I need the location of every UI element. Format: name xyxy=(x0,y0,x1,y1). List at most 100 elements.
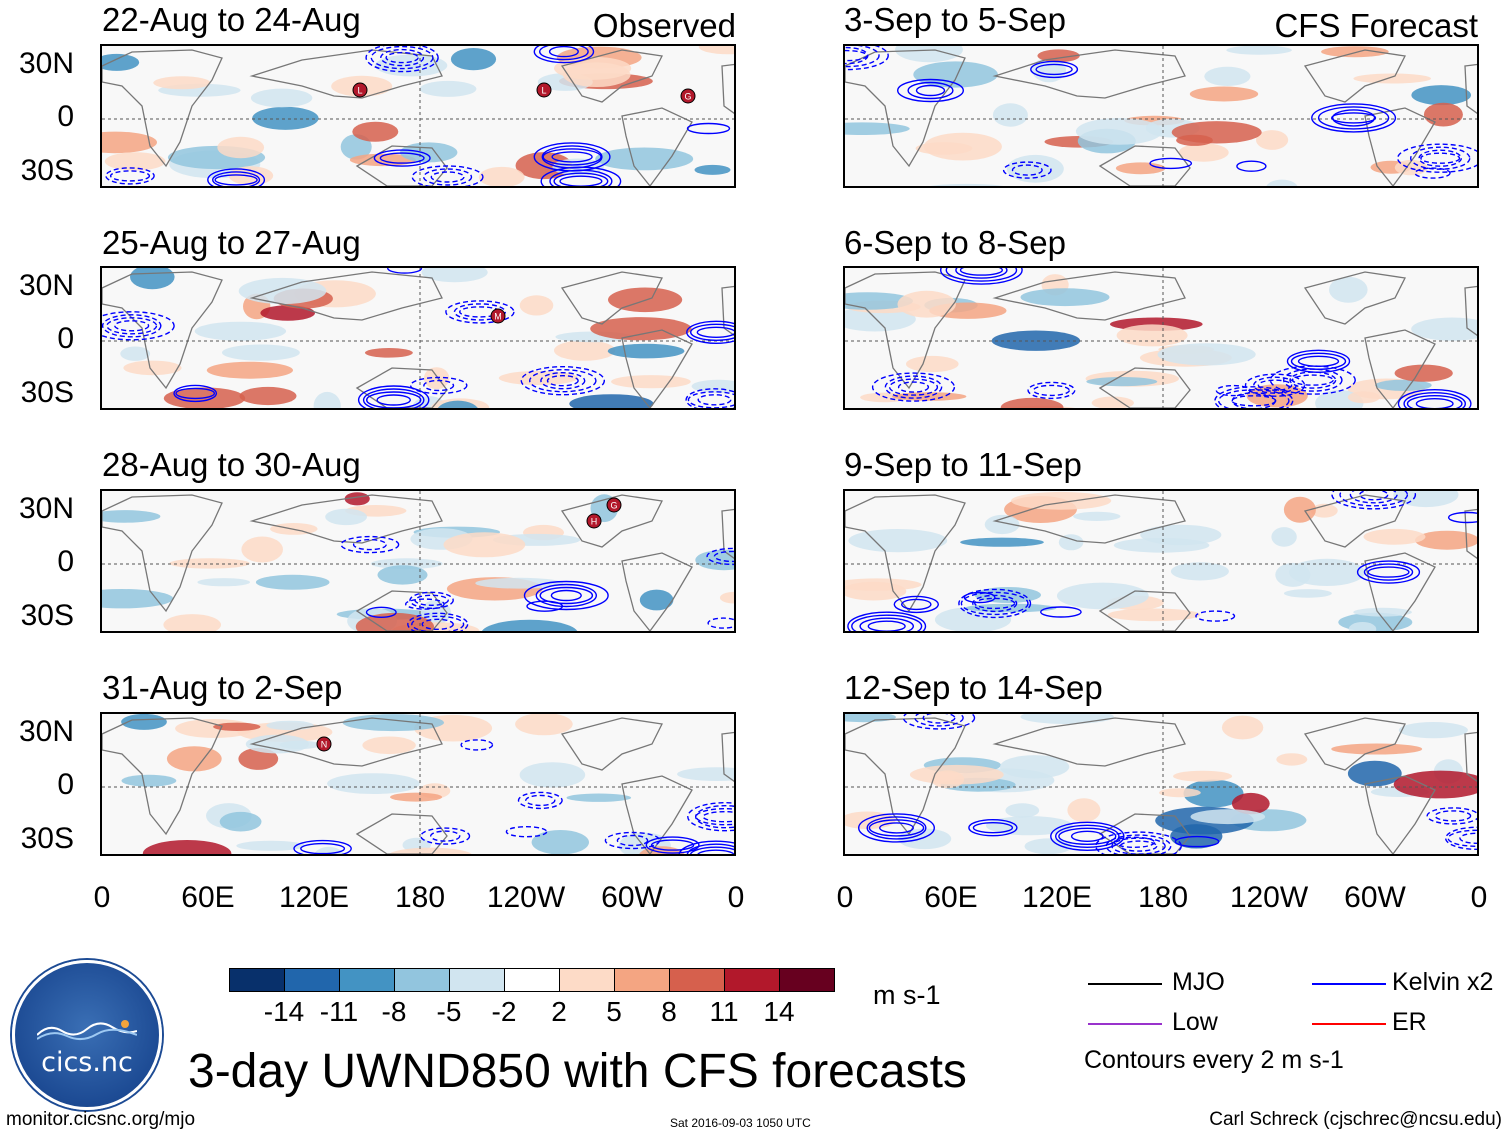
kelvin-contour xyxy=(845,46,889,71)
kelvin-contour xyxy=(914,714,964,727)
kelvin-contour xyxy=(1317,106,1390,130)
coastline xyxy=(1464,285,1477,336)
coastline xyxy=(992,494,1186,544)
kelvin-contour xyxy=(214,174,258,186)
easterly-anomaly-patch xyxy=(245,734,309,754)
kelvin-contour xyxy=(1231,392,1276,408)
coastline xyxy=(355,813,448,854)
easterly-anomaly-patch xyxy=(1058,534,1084,551)
map-canvas: M xyxy=(102,268,734,408)
westerly-anomaly-patch xyxy=(443,532,526,558)
footer-url[interactable]: monitor.cicsnc.org/mjo xyxy=(6,1109,196,1130)
kelvin-contour xyxy=(1174,835,1220,848)
coastline xyxy=(102,494,223,613)
kelvin-contour xyxy=(689,846,734,854)
map-canvas xyxy=(845,714,1477,854)
colorbar-tick-label: -5 xyxy=(436,996,462,1027)
observed-map-panel-4: N xyxy=(100,712,736,856)
legend-label-er: ER xyxy=(1392,1008,1427,1036)
kelvin-contour xyxy=(902,714,976,730)
kelvin-contour xyxy=(959,268,1003,276)
storm-marker-letter: N xyxy=(321,740,328,750)
westerly-anomaly-patch xyxy=(1276,753,1308,766)
colorbar-swatch xyxy=(779,968,835,992)
kelvin-contour xyxy=(414,594,449,607)
coastline xyxy=(1098,367,1191,408)
kelvin-contour xyxy=(1244,373,1306,397)
colorbar-units: m s-1 xyxy=(873,980,941,1010)
lon-label: 120W xyxy=(486,881,566,914)
map-canvas xyxy=(845,268,1477,408)
easterly-anomaly-patch xyxy=(677,767,734,781)
kelvin-contour xyxy=(365,46,439,73)
easterly-anomaly-patch xyxy=(1289,558,1365,586)
kelvin-contour xyxy=(1367,566,1410,578)
easterly-anomaly-patch xyxy=(121,774,177,787)
westerly-anomaly-patch xyxy=(1000,397,1064,408)
lon-label: 180 xyxy=(1137,881,1189,914)
westerly-anomaly-patch xyxy=(515,714,573,736)
coastline xyxy=(560,49,663,103)
easterly-anomaly-patch xyxy=(1411,317,1477,341)
kelvin-contour xyxy=(340,535,400,554)
kelvin-contour xyxy=(550,589,582,602)
easterly-anomaly-patch xyxy=(481,619,578,631)
coastline xyxy=(355,145,448,186)
easterly-anomaly-patch xyxy=(102,510,161,523)
kelvin-contour xyxy=(1426,807,1477,825)
kelvin-contour xyxy=(888,378,939,396)
lon-label: 60E xyxy=(181,881,235,914)
westerly-anomaly-patch xyxy=(845,581,907,601)
kelvin-contour xyxy=(421,618,454,631)
easterly-anomaly-patch xyxy=(222,344,300,361)
easterly-anomaly-patch xyxy=(694,164,731,175)
coastline xyxy=(249,717,443,767)
kelvin-contour xyxy=(695,808,734,826)
westerly-anomaly-patch xyxy=(1115,162,1166,175)
storm-marker-dot xyxy=(586,513,602,529)
westerly-anomaly-patch xyxy=(906,355,959,373)
observed-panel-title-2: 25-Aug to 27-Aug xyxy=(102,224,361,261)
easterly-anomaly-patch xyxy=(1140,524,1222,546)
easterly-anomaly-patch xyxy=(102,589,174,609)
kelvin-contour xyxy=(546,374,579,387)
forecast-map-panel-1 xyxy=(843,44,1479,188)
kelvin-contour xyxy=(1447,829,1477,847)
easterly-anomaly-patch xyxy=(194,321,287,341)
easterly-anomaly-patch xyxy=(437,400,478,408)
legend-line-er xyxy=(1312,1023,1386,1025)
kelvin-contour xyxy=(541,145,603,169)
storm-marker-dot xyxy=(316,736,332,752)
kelvin-contour xyxy=(420,827,471,845)
observed-label: Observed xyxy=(592,7,736,44)
easterly-anomaly-patch xyxy=(1020,288,1110,307)
kelvin-contour xyxy=(423,168,473,186)
colorbar-swatch xyxy=(394,968,450,992)
coastline xyxy=(621,552,693,631)
westerly-anomaly-patch xyxy=(206,361,293,379)
coastline xyxy=(1364,107,1436,186)
kelvin-contour xyxy=(686,320,734,344)
coastline xyxy=(845,717,966,836)
kelvin-contour xyxy=(539,46,589,61)
kelvin-contour xyxy=(1105,834,1172,854)
lon-label: 0 xyxy=(93,881,111,914)
easterly-anomaly-patch xyxy=(252,106,319,130)
coastline xyxy=(1364,329,1436,408)
westerly-anomaly-patch xyxy=(498,371,579,385)
westerly-anomaly-patch xyxy=(1353,73,1431,84)
kelvin-contour xyxy=(539,586,594,605)
kelvin-contour xyxy=(960,591,1029,616)
kelvin-contour xyxy=(893,595,940,614)
lat-label-30s: 30S xyxy=(20,599,74,632)
coastline xyxy=(1303,717,1406,771)
easterly-anomaly-patch xyxy=(1170,562,1229,581)
easterly-anomaly-patch xyxy=(1190,809,1266,825)
kelvin-contour xyxy=(1414,167,1451,179)
logo-text: cics.nc xyxy=(41,1047,133,1078)
easterly-anomaly-patch xyxy=(421,268,488,283)
colorbar-tick-label: -8 xyxy=(381,996,407,1027)
easterly-anomaly-patch xyxy=(1283,589,1332,598)
westerly-anomaly-patch xyxy=(719,591,734,604)
westerly-anomaly-patch xyxy=(163,614,221,631)
